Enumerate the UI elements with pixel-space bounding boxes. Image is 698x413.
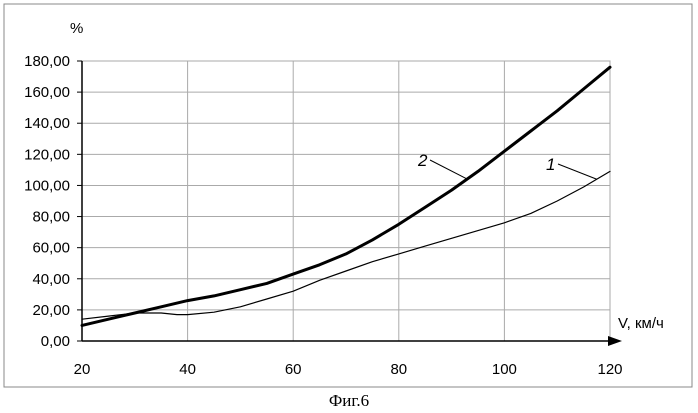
y-tick-label: 60,00 [32,240,70,257]
series-1-leader-line [558,164,597,179]
x-tick-label: 40 [179,361,196,378]
y-tick-label: 20,00 [32,302,70,319]
y-tick-label: 120,00 [24,146,70,163]
series-1-line [82,171,610,319]
series-2-line [82,67,610,325]
x-tick-labels: 20 40 60 80 100 120 [74,361,623,378]
grid [82,61,610,341]
y-tick-label: 140,00 [24,115,70,132]
x-tick-label: 20 [74,361,91,378]
y-tick-label: 180,00 [24,53,70,70]
series-layer [82,67,610,325]
series-label-2: 2 [417,151,467,179]
x-axis-label: V, км/ч [618,315,664,332]
y-tick-label: 0,00 [41,333,70,350]
plot-area [82,61,610,341]
y-tick-label: 100,00 [24,177,70,194]
figure-caption: Фиг.6 [329,391,369,410]
series-2-label: 2 [417,151,428,170]
y-tick-label: 80,00 [32,209,70,226]
x-tick-label: 60 [285,361,302,378]
x-tick-label: 120 [597,361,622,378]
x-tick-label: 100 [492,361,517,378]
series-label-1: 1 [546,155,597,179]
series-2-leader-line [430,160,467,179]
y-tick-label: 40,00 [32,271,70,288]
series-1-label: 1 [546,155,555,174]
x-tick-label: 80 [390,361,407,378]
x-axis-arrow-icon [608,336,622,346]
y-tick-labels: 0,00 20,00 40,00 60,00 80,00 100,00 120,00 140,… [24,53,82,350]
y-tick-label: 160,00 [24,84,70,101]
y-axis-label: % [70,20,83,37]
